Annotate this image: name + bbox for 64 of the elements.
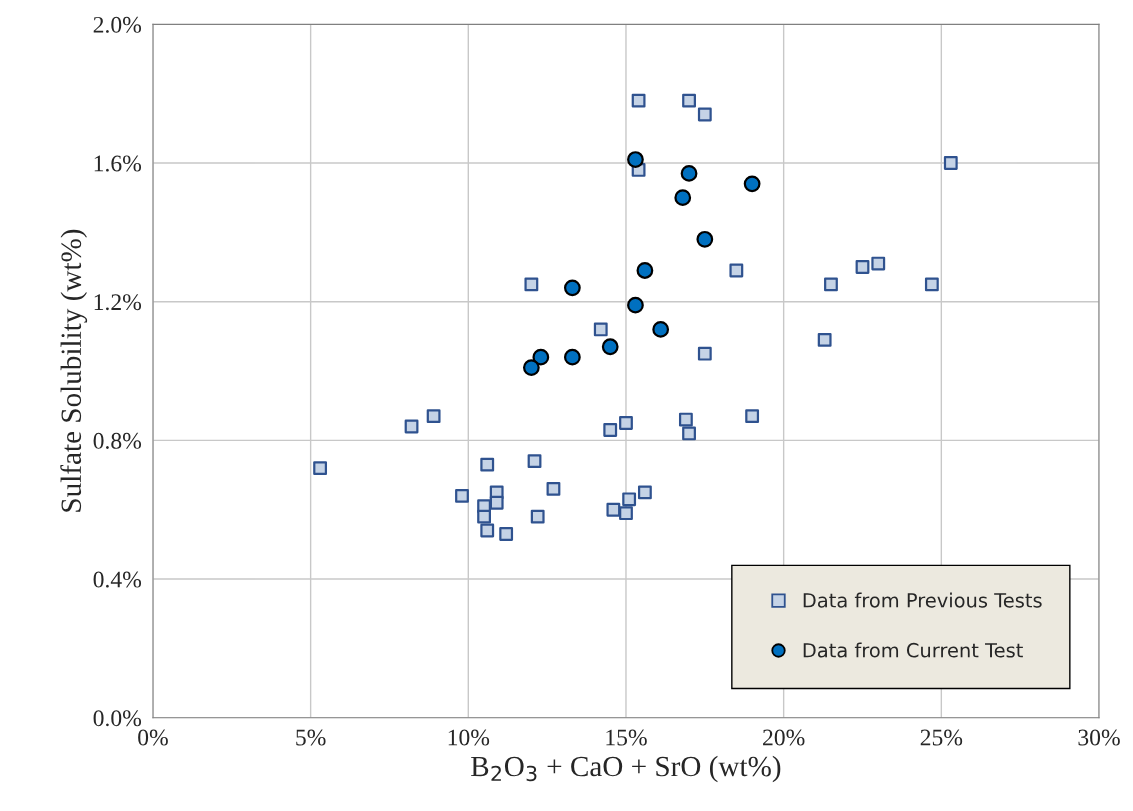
- point: [627, 151, 644, 168]
- point: [524, 277, 539, 292]
- x-axis-title: B$_{2}$O$_{3}$ + CaO + SrO (wt%): [471, 755, 781, 783]
- point: [619, 506, 633, 521]
- point: [943, 156, 958, 170]
- point: [606, 502, 621, 517]
- point: [499, 527, 514, 541]
- point: [477, 509, 491, 524]
- point: [696, 230, 714, 248]
- point: [426, 409, 441, 424]
- point: [455, 488, 469, 503]
- x-tick-label: 0%: [138, 729, 168, 746]
- y-tick-label: 1.6%: [94, 155, 142, 172]
- point: [674, 189, 692, 207]
- y-tick-label: 0.8%: [93, 432, 142, 449]
- point: [622, 492, 637, 507]
- point: [480, 457, 495, 472]
- y-tick-label: 2.0%: [93, 16, 142, 33]
- point: [855, 260, 870, 274]
- point: [682, 93, 696, 108]
- point: [313, 461, 328, 476]
- point: [678, 412, 693, 427]
- legend-label: Data from Current Test: [803, 642, 1023, 658]
- x-tick-label: 30%: [1078, 729, 1120, 746]
- point: [697, 107, 712, 122]
- x-tick-label: 10%: [448, 729, 490, 746]
- x-tick-label: 15%: [606, 729, 647, 746]
- point: [652, 321, 670, 338]
- legend-label: Data from Previous Tests: [803, 592, 1042, 608]
- point: [619, 416, 633, 430]
- point: [627, 296, 644, 314]
- point: [697, 346, 712, 361]
- point: [636, 262, 654, 279]
- point: [601, 338, 619, 356]
- point: [924, 277, 939, 292]
- point: [817, 332, 832, 347]
- point: [404, 419, 419, 434]
- point: [563, 348, 581, 366]
- x-tick-label: 20%: [763, 729, 805, 746]
- point: [527, 454, 542, 469]
- point: [743, 175, 761, 193]
- point: [631, 93, 646, 108]
- y-tick-label: 0.4%: [93, 571, 142, 588]
- point: [729, 263, 744, 278]
- point: [489, 495, 504, 510]
- point: [480, 523, 495, 538]
- point: [680, 165, 698, 182]
- point: [871, 256, 886, 271]
- y-axis-title: Sulfate Solubility (wt%): [60, 229, 88, 512]
- y-tick-label: 0.0%: [93, 710, 142, 727]
- point: [637, 485, 652, 500]
- point: [532, 348, 550, 366]
- point: [745, 409, 760, 424]
- x-tick-label: 25%: [920, 729, 963, 746]
- point: [593, 322, 608, 337]
- point: [530, 509, 545, 524]
- point: [563, 279, 581, 297]
- point: [682, 426, 696, 441]
- point: [824, 277, 838, 292]
- y-tick-label: 1.2%: [94, 294, 142, 311]
- x-tick-label: 5%: [296, 729, 326, 746]
- point: [603, 423, 618, 437]
- point: [522, 359, 540, 376]
- point: [546, 481, 561, 496]
